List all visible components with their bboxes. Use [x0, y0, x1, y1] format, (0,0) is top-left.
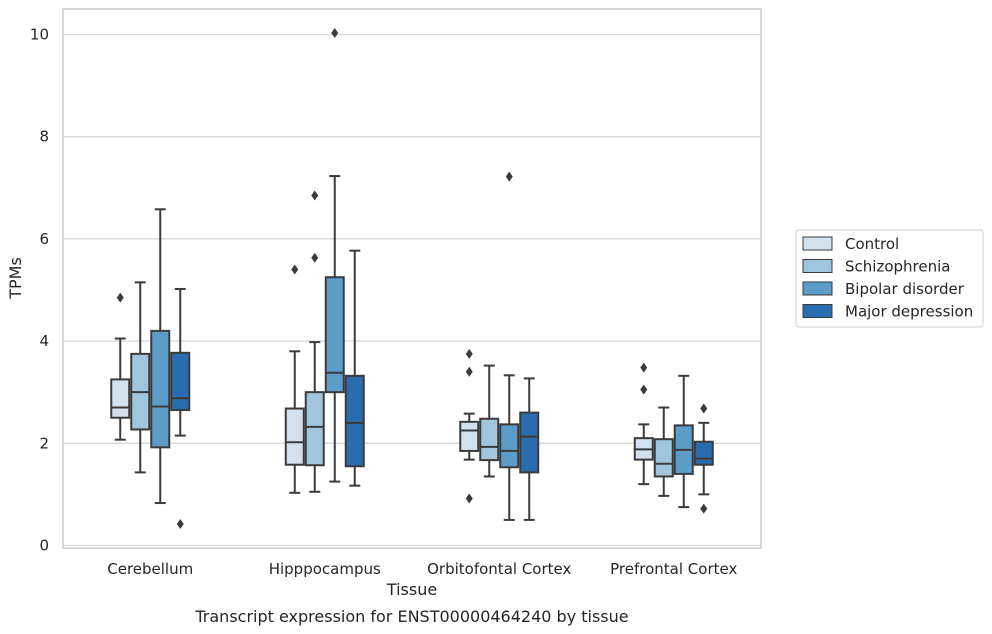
outlier-point [465, 348, 473, 359]
legend: Control Schizophrenia Bipolar disorder Majo… [795, 229, 984, 328]
outlier-point [465, 366, 473, 377]
y-tick-label: 8 [39, 128, 49, 146]
outlier-point [291, 264, 299, 275]
box-major-depression [693, 403, 714, 514]
box [693, 440, 714, 466]
box [344, 374, 365, 468]
y-tick-label: 10 [30, 26, 49, 44]
box-bipolar-disorder [673, 374, 694, 509]
outlier-point [505, 171, 513, 182]
box-schizophrenia [304, 190, 325, 493]
plot-frame [62, 8, 762, 549]
x-tick-label: Orbitofontal Cortex [427, 560, 571, 578]
outlier-point [465, 493, 473, 504]
outlier-point [311, 190, 319, 201]
x-tick-label: Hipppocampus [269, 560, 381, 578]
y-tick-label: 2 [39, 434, 49, 452]
outlier-point [116, 292, 124, 303]
x-tick-labels: Cerebellum Hipppocampus Orbitofontal Corte… [107, 560, 737, 578]
box [459, 420, 480, 452]
x-axis-label: Tissue [386, 580, 437, 599]
box-bipolar-disorder [499, 171, 520, 521]
box [284, 407, 305, 466]
box-control [284, 264, 305, 494]
box-control [633, 362, 654, 486]
box-major-depression [170, 287, 191, 529]
box-major-depression [519, 377, 540, 521]
outlier-point [700, 503, 708, 514]
box [479, 417, 500, 462]
box [170, 351, 191, 412]
outlier-point [331, 28, 339, 39]
outlier-point [640, 362, 648, 373]
outlier-point [640, 384, 648, 395]
outlier-point [176, 518, 184, 529]
box [324, 276, 345, 394]
y-tick-label: 0 [39, 536, 49, 554]
box-schizophrenia [653, 406, 674, 497]
x-tick-label: Prefrontal Cortex [610, 560, 737, 578]
outlier-point [311, 252, 319, 263]
legend-label: Schizophrenia [845, 258, 950, 276]
legend-swatch [802, 304, 833, 318]
legend-swatch [802, 281, 833, 296]
box [150, 329, 171, 449]
y-tick-label: 4 [39, 332, 49, 350]
legend-frame [795, 229, 984, 328]
legend-label: Control [845, 235, 899, 253]
x-tick-label: Cerebellum [107, 560, 193, 578]
box [110, 378, 131, 419]
box-bipolar-disorder [150, 208, 171, 505]
box-schizophrenia [130, 281, 151, 474]
outlier-point [700, 403, 708, 414]
box [499, 423, 520, 469]
legend-swatch [802, 236, 833, 251]
y-tick-labels: 0 2 4 6 8 10 [30, 26, 49, 555]
y-tick-label: 6 [39, 230, 49, 248]
box-control [459, 348, 480, 504]
y-axis-label: TPMs [6, 257, 25, 300]
box [653, 438, 674, 478]
box-bipolar-disorder [324, 28, 345, 483]
legend-label: Major depression [845, 303, 973, 321]
legend-swatch [802, 259, 833, 273]
box-major-depression [344, 249, 365, 487]
box [519, 411, 540, 474]
box-schizophrenia [479, 364, 500, 478]
legend-label: Bipolar disorder [845, 280, 965, 298]
chart-caption: Transcript expression for ENST0000046424… [194, 607, 628, 626]
box [304, 391, 325, 467]
plot-marks [110, 28, 714, 529]
box-control [110, 292, 131, 441]
